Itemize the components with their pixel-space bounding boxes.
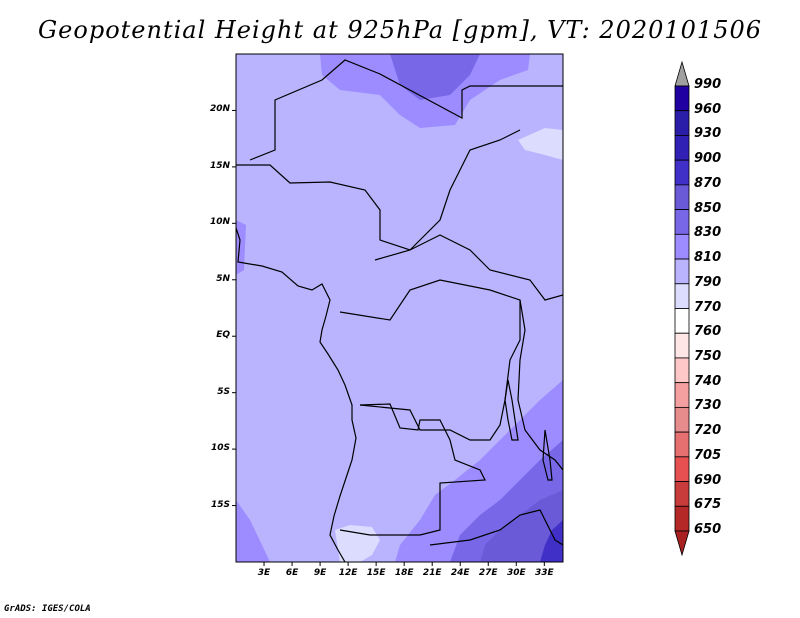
plot-title: Geopotential Height at 925hPa [gpm], VT:… (38, 16, 762, 44)
colorbar-swatch (674, 233, 690, 260)
border-north (249, 59, 563, 161)
colorbar-label: 705 (694, 447, 722, 463)
colorbar-swatch (674, 456, 690, 482)
x-tick-label: 6E (285, 568, 299, 578)
grads-credit: GrADS: IGES/COLA (4, 604, 91, 614)
colorbar-swatch (674, 308, 690, 334)
x-tick-label: 24E (450, 568, 470, 578)
colorbar-swatch (674, 505, 690, 532)
x-tick-label: 18E (394, 568, 414, 578)
colorbar-label: 650 (694, 522, 722, 537)
colorbar-label: 900 (694, 151, 722, 167)
contour-fill-se-850 (480, 490, 563, 562)
colorbar-swatch (674, 431, 690, 458)
colorbar-swatch (674, 332, 690, 359)
y-tick-label: EQ (216, 330, 230, 341)
colorbar-swatch (674, 357, 690, 384)
colorbar-swatch (674, 382, 690, 408)
colorbar-label: 770 (694, 299, 722, 315)
colorbar-label: 740 (694, 373, 722, 389)
y-tick-label: 15S (210, 499, 230, 510)
border-central (374, 234, 563, 301)
border-angola (339, 403, 486, 536)
x-tick-label: 12E (338, 568, 358, 578)
colorbar-swatch (674, 184, 690, 211)
colorbar-swatch (674, 135, 690, 161)
y-tick-label: 5N (216, 273, 230, 284)
colorbar-label: 960 (694, 101, 722, 117)
x-tick-label: 33E (534, 568, 554, 578)
colorbar-swatch (674, 209, 690, 235)
colorbar-swatch (674, 110, 690, 136)
lake-malawi (542, 429, 553, 481)
y-tick-label: 5S (217, 386, 230, 397)
colorbar-swatch (674, 258, 690, 285)
colorbar-swatch (674, 481, 690, 507)
y-tick-label: 15N (209, 160, 230, 171)
border-east (517, 299, 563, 471)
colorbar-label: 830 (694, 225, 722, 241)
colorbar-swatch (674, 406, 690, 433)
x-tick-label: 9E (313, 568, 327, 578)
coastline (236, 227, 357, 562)
colorbar-label: 990 (694, 77, 722, 92)
y-tick-label: 10N (209, 217, 230, 228)
contour-fill-sw-810 (236, 500, 270, 562)
colorbar-label: 930 (694, 126, 722, 142)
colorbar-label: 675 (694, 497, 722, 513)
map-frame (235, 53, 564, 563)
border-south (429, 509, 563, 546)
x-tick-label: 27E (478, 568, 498, 578)
y-tick-label: 10S (210, 443, 230, 454)
colorbar-label: 760 (694, 324, 722, 340)
contour-fill-light-ne (518, 128, 563, 160)
colorbar-bottom-arrow (674, 530, 690, 557)
colorbar-swatch (674, 283, 690, 309)
x-tick-label: 21E (422, 568, 442, 578)
colorbar-label: 810 (694, 250, 722, 266)
y-tick-label: 20N (209, 104, 230, 115)
lake-tanganyika (504, 379, 519, 441)
colorbar-label: 870 (694, 175, 722, 191)
colorbar-swatch (674, 159, 690, 186)
colorbar-label: 790 (694, 274, 722, 290)
colorbar-label: 730 (694, 398, 722, 414)
colorbar-label: 750 (694, 348, 722, 364)
border-sahel (236, 129, 521, 251)
contour-fill-north-830 (390, 54, 480, 100)
colorbar-swatch (674, 85, 690, 112)
colorbar-label: 850 (694, 200, 722, 216)
contour-fill-se-870 (540, 520, 563, 562)
x-tick-label: 30E (506, 568, 526, 578)
colorbar-label: 690 (694, 472, 722, 488)
colorbar-top-arrow (674, 60, 690, 87)
x-tick-label: 15E (366, 568, 386, 578)
x-tick-label: 3E (257, 568, 271, 578)
colorbar-label: 720 (694, 423, 722, 439)
